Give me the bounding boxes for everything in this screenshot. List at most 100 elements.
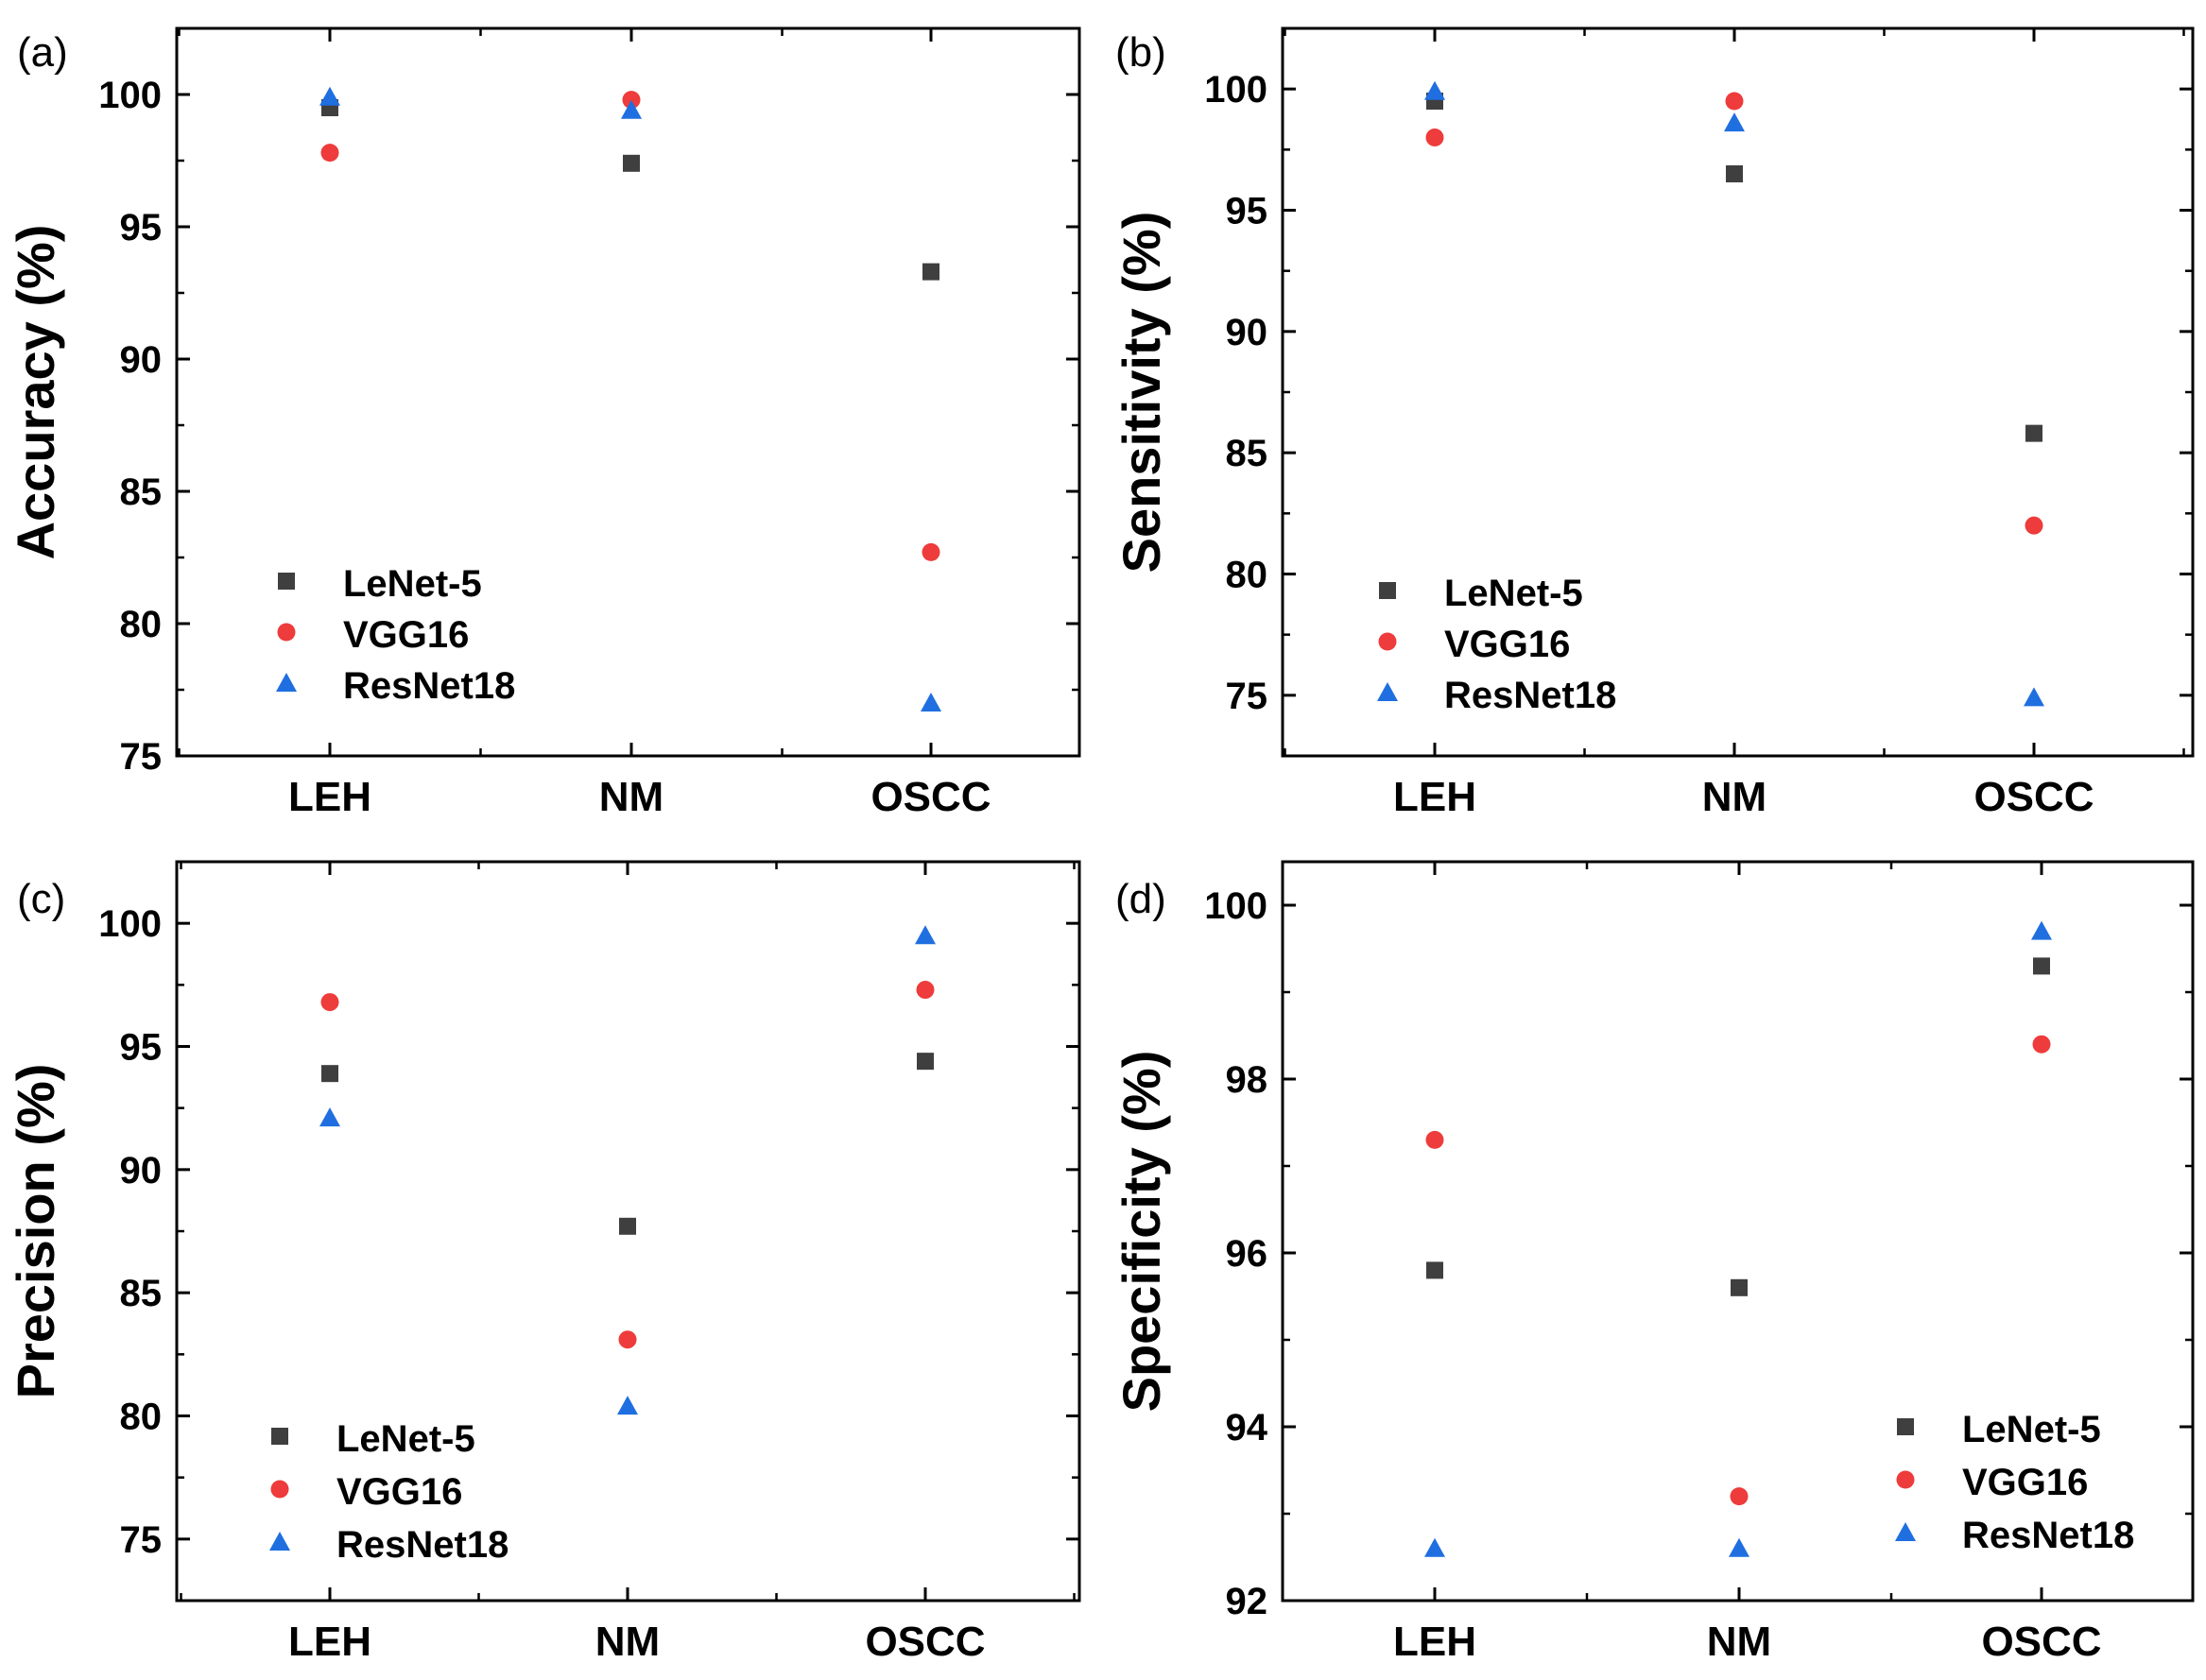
- y-tick-label: 75: [1226, 676, 1268, 717]
- legend-label: ResNet18: [1962, 1515, 2134, 1556]
- legend-label: LeNet-5: [336, 1418, 475, 1460]
- legend-marker: [270, 1480, 289, 1499]
- chart-panel-4: (d) 92 94 96 98 100 LEH NM OSCC Specificity (%) Le…: [1112, 860, 2195, 1665]
- x-tick-label: OSCC: [1981, 1619, 2101, 1665]
- y-tick-label: 100: [1204, 885, 1267, 927]
- data-point-vgg16: [2025, 516, 2043, 535]
- data-point-lenet5: [321, 1065, 338, 1083]
- data-point-lenet5: [922, 263, 939, 281]
- y-tick-label: 90: [120, 339, 163, 381]
- y-tick-label: 90: [1226, 312, 1268, 353]
- data-point-vgg16: [922, 542, 940, 561]
- data-point-resnet18: [319, 86, 340, 106]
- data-point-resnet18: [617, 1396, 638, 1415]
- legend-marker: [1896, 1470, 1915, 1489]
- x-tick-label: LEH: [1393, 1619, 1476, 1665]
- data-point-vgg16: [2032, 1035, 2051, 1054]
- x-tick-label: NM: [1707, 1619, 1771, 1665]
- legend-marker: [277, 623, 296, 642]
- legend-marker: [1377, 682, 1398, 701]
- x-tick-label: NM: [595, 1619, 660, 1665]
- data-point-lenet5: [1726, 165, 1743, 182]
- panel-label: (d): [1115, 876, 1166, 922]
- legend-marker: [278, 573, 295, 590]
- legend-label: ResNet18: [1444, 675, 1616, 716]
- y-tick-label: 94: [1226, 1407, 1268, 1449]
- y-tick-label: 100: [98, 903, 162, 945]
- y-tick-label: 95: [120, 207, 163, 249]
- legend: LeNet-5 VGG16 ResNet18: [1895, 1409, 2134, 1556]
- y-tick-label: 98: [1226, 1059, 1268, 1101]
- legend-marker: [1895, 1522, 1916, 1541]
- x-tick-label: NM: [1702, 774, 1767, 820]
- chart-panel-3: (c) 75 80 85 90 95 100 LEH NM OSCC Precision (%) Le…: [6, 860, 1081, 1665]
- data-point-lenet5: [619, 1217, 636, 1235]
- data-point-vgg16: [1425, 129, 1444, 146]
- data-point-lenet5: [1426, 1261, 1443, 1279]
- x-tick-label: LEH: [288, 774, 371, 820]
- y-tick-label: 95: [1226, 191, 1268, 232]
- plot-frame: [175, 26, 1081, 758]
- data-point-resnet18: [915, 925, 936, 945]
- legend-marker: [271, 1428, 288, 1445]
- y-tick-label: 100: [98, 75, 162, 116]
- legend-label: LeNet-5: [1962, 1409, 2101, 1450]
- data-point-resnet18: [1724, 112, 1745, 132]
- legend-label: LeNet-5: [1444, 573, 1583, 614]
- data-point-vgg16: [916, 981, 935, 1000]
- legend-marker: [1378, 632, 1397, 651]
- y-tick-label: 75: [120, 1519, 163, 1561]
- y-axis-label: Accuracy (%): [6, 225, 65, 560]
- legend-label: VGG16: [343, 614, 469, 656]
- data-point-resnet18: [621, 99, 642, 119]
- panel-label: (c): [17, 876, 65, 922]
- data-point-vgg16: [1730, 1487, 1749, 1506]
- y-tick-label: 85: [120, 1273, 163, 1314]
- chart-panel-1: (a) 75 80 85 90 95 100 LEH NM OSCC Accuracy (%) LeN…: [6, 26, 1081, 820]
- panel-label: (b): [1115, 29, 1166, 76]
- legend-label: ResNet18: [336, 1524, 508, 1566]
- data-point-resnet18: [2024, 687, 2044, 707]
- y-tick-label: 80: [1226, 555, 1268, 596]
- data-point-lenet5: [623, 154, 640, 172]
- y-axis-label: Precision (%): [6, 1064, 65, 1399]
- data-point-vgg16: [1425, 1130, 1444, 1149]
- y-tick-label: 80: [120, 1397, 163, 1438]
- x-tick-label: OSCC: [865, 1619, 985, 1665]
- y-tick-label: 90: [120, 1150, 163, 1191]
- plot-frame: [1281, 26, 2195, 758]
- y-tick-label: 80: [120, 604, 163, 645]
- data-point-lenet5: [1731, 1278, 1748, 1296]
- data-point-resnet18: [921, 693, 941, 711]
- y-tick-label: 85: [120, 471, 163, 513]
- y-tick-label: 95: [120, 1027, 163, 1069]
- legend-label: LeNet-5: [343, 563, 482, 605]
- data-point-vgg16: [1725, 92, 1744, 111]
- data-point-vgg16: [320, 993, 339, 1012]
- data-point-vgg16: [618, 1330, 637, 1349]
- legend-label: ResNet18: [343, 665, 515, 707]
- legend-label: VGG16: [1962, 1462, 2088, 1503]
- chart-panel-2: (b) 75 80 85 90 95 100 LEH NM OSCC Sensitivity (%)…: [1112, 26, 2195, 820]
- x-tick-label: LEH: [288, 1619, 371, 1665]
- x-tick-label: LEH: [1393, 774, 1476, 820]
- legend: LeNet-5 VGG16 ResNet18: [276, 563, 515, 707]
- x-tick-label: NM: [599, 774, 664, 820]
- data-point-resnet18: [319, 1107, 340, 1127]
- data-point-vgg16: [320, 144, 339, 163]
- data-point-resnet18: [2031, 920, 2052, 940]
- data-point-resnet18: [1424, 80, 1445, 100]
- x-tick-label: OSCC: [870, 774, 991, 820]
- legend: LeNet-5 VGG16 ResNet18: [269, 1418, 508, 1566]
- legend-marker: [1897, 1418, 1914, 1435]
- data-point-lenet5: [2033, 957, 2050, 975]
- data-point-lenet5: [917, 1053, 934, 1071]
- y-tick-label: 75: [120, 736, 163, 778]
- y-tick-label: 92: [1226, 1581, 1268, 1622]
- y-axis-label: Specificity (%): [1112, 1051, 1171, 1413]
- y-axis-label: Sensitivity (%): [1112, 212, 1171, 574]
- legend-label: VGG16: [1444, 624, 1570, 665]
- data-point-resnet18: [1729, 1537, 1749, 1557]
- legend-marker: [276, 673, 297, 692]
